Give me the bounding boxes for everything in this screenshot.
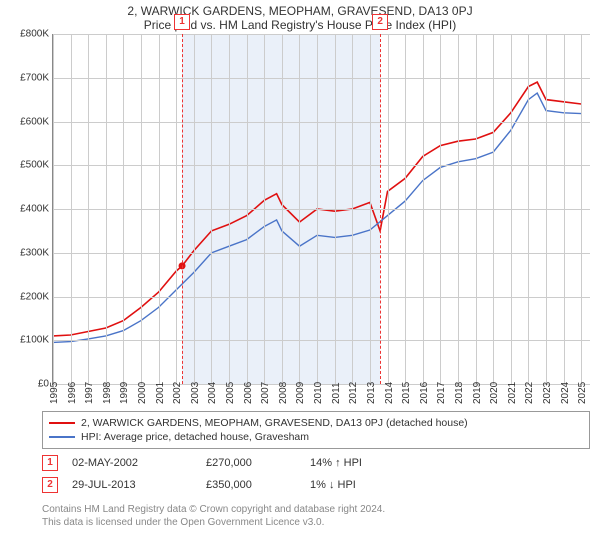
y-axis-label: £800K bbox=[20, 29, 53, 40]
legend-label: 2, WARWICK GARDENS, MEOPHAM, GRAVESEND, … bbox=[81, 416, 468, 430]
x-axis-label: 1999 bbox=[119, 382, 130, 404]
y-axis-label: £100K bbox=[20, 335, 53, 346]
x-axis-label: 2013 bbox=[366, 382, 377, 404]
legend-item: HPI: Average price, detached house, Grav… bbox=[49, 430, 583, 444]
x-axis-label: 2019 bbox=[472, 382, 483, 404]
x-axis-label: 2025 bbox=[577, 382, 588, 404]
x-axis-label: 2014 bbox=[384, 382, 395, 404]
x-axis-label: 2021 bbox=[507, 382, 518, 404]
x-axis-label: 2023 bbox=[542, 382, 553, 404]
legend-swatch bbox=[49, 436, 75, 438]
y-axis-label: £600K bbox=[20, 116, 53, 127]
chart-title: 2, WARWICK GARDENS, MEOPHAM, GRAVESEND, … bbox=[0, 0, 600, 18]
x-axis-label: 2011 bbox=[331, 382, 342, 404]
chart-marker-icon: 2 bbox=[372, 14, 388, 30]
x-axis-label: 2003 bbox=[190, 382, 201, 404]
event-price: £350,000 bbox=[206, 479, 296, 491]
y-axis-label: £300K bbox=[20, 247, 53, 258]
x-axis-label: 1995 bbox=[49, 382, 60, 404]
x-axis-label: 2006 bbox=[243, 382, 254, 404]
x-axis-label: 1996 bbox=[67, 382, 78, 404]
footer-attribution: Contains HM Land Registry data © Crown c… bbox=[42, 503, 590, 529]
y-axis-label: £500K bbox=[20, 160, 53, 171]
event-marker-icon: 1 bbox=[42, 455, 58, 471]
x-axis-label: 2009 bbox=[295, 382, 306, 404]
x-axis-label: 2007 bbox=[260, 382, 271, 404]
event-row: 1 02-MAY-2002 £270,000 14% ↑ HPI bbox=[42, 455, 590, 471]
x-axis-label: 2002 bbox=[172, 382, 183, 404]
legend-swatch bbox=[49, 422, 75, 424]
footer-line: This data is licensed under the Open Gov… bbox=[42, 516, 590, 529]
event-delta: 1% ↓ HPI bbox=[310, 479, 356, 491]
x-axis-label: 2018 bbox=[454, 382, 465, 404]
y-axis-label: £200K bbox=[20, 291, 53, 302]
event-date: 02-MAY-2002 bbox=[72, 457, 192, 469]
x-axis-label: 2022 bbox=[524, 382, 535, 404]
legend-label: HPI: Average price, detached house, Grav… bbox=[81, 430, 309, 444]
x-axis-label: 1997 bbox=[84, 382, 95, 404]
event-marker-icon: 2 bbox=[42, 477, 58, 493]
x-axis-label: 2024 bbox=[560, 382, 571, 404]
x-axis-label: 2017 bbox=[436, 382, 447, 404]
event-price: £270,000 bbox=[206, 457, 296, 469]
x-axis-label: 2000 bbox=[137, 382, 148, 404]
x-axis-label: 2016 bbox=[419, 382, 430, 404]
x-axis-label: 2012 bbox=[348, 382, 359, 404]
event-date: 29-JUL-2013 bbox=[72, 479, 192, 491]
x-axis-label: 2010 bbox=[313, 382, 324, 404]
y-axis-label: £700K bbox=[20, 72, 53, 83]
x-axis-label: 2020 bbox=[489, 382, 500, 404]
x-axis-label: 2004 bbox=[207, 382, 218, 404]
event-delta: 14% ↑ HPI bbox=[310, 457, 362, 469]
x-axis-label: 2005 bbox=[225, 382, 236, 404]
legend: 2, WARWICK GARDENS, MEOPHAM, GRAVESEND, … bbox=[42, 411, 590, 449]
x-axis-label: 2001 bbox=[155, 382, 166, 404]
chart-marker-icon: 1 bbox=[174, 14, 190, 30]
footer-line: Contains HM Land Registry data © Crown c… bbox=[42, 503, 590, 516]
x-axis-label: 2008 bbox=[278, 382, 289, 404]
chart-plot-area: £0£100K£200K£300K£400K£500K£600K£700K£80… bbox=[52, 34, 590, 385]
legend-item: 2, WARWICK GARDENS, MEOPHAM, GRAVESEND, … bbox=[49, 416, 583, 430]
chart-container: 2, WARWICK GARDENS, MEOPHAM, GRAVESEND, … bbox=[0, 0, 600, 560]
x-axis-label: 2015 bbox=[401, 382, 412, 404]
event-row: 2 29-JUL-2013 £350,000 1% ↓ HPI bbox=[42, 477, 590, 493]
chart-subtitle: Price paid vs. HM Land Registry's House … bbox=[0, 18, 600, 34]
x-axis-label: 1998 bbox=[102, 382, 113, 404]
y-axis-label: £400K bbox=[20, 204, 53, 215]
